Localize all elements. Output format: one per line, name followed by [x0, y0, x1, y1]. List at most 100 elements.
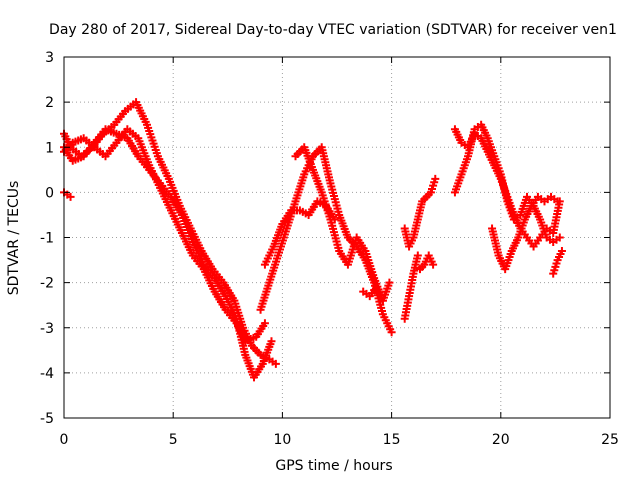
data-point [210, 287, 219, 296]
data-point-fill [157, 186, 166, 195]
data-point-fill [307, 162, 316, 171]
data-point-fill [222, 283, 231, 292]
data-point-fill [128, 141, 137, 150]
data-point [177, 210, 186, 219]
data-point-fill [484, 137, 493, 146]
data-point-fill [452, 127, 461, 136]
data-point-fill [155, 155, 164, 164]
data-point-fill [381, 316, 390, 325]
data-point-fill [336, 213, 345, 222]
data-point [241, 350, 250, 359]
data-point-fill [545, 235, 554, 244]
data-point-fill [337, 216, 346, 225]
data-point-fill [129, 144, 138, 153]
data-point-fill [513, 213, 522, 222]
data-point-fill [175, 223, 184, 232]
data-point-fill [156, 157, 165, 166]
data-point-fill [454, 133, 463, 142]
data-point-fill [164, 200, 173, 209]
data-point-fill [362, 289, 371, 298]
data-point-fill [158, 189, 167, 198]
data-point-fill [150, 172, 159, 181]
data-point-fill [123, 104, 132, 113]
data-point [365, 292, 374, 301]
data-point-fill [263, 254, 272, 263]
data-point-fill [298, 207, 307, 216]
data-point-fill [407, 236, 416, 245]
data-point-fill [270, 239, 279, 248]
data-point [167, 206, 176, 215]
data-point-fill [418, 262, 427, 271]
data-point [90, 143, 99, 152]
data-point [509, 210, 518, 219]
data-point [256, 350, 265, 359]
data-point-fill [233, 322, 242, 331]
data-point-fill [303, 151, 312, 160]
data-point-fill [555, 253, 564, 262]
data-point-fill [271, 236, 280, 245]
data-point-fill [154, 181, 163, 190]
data-point-fill [220, 289, 229, 298]
data-point-fill [194, 241, 203, 250]
data-point-fill [342, 230, 351, 239]
data-point [199, 260, 208, 269]
data-point-fill [195, 259, 204, 268]
data-point-fill [66, 154, 75, 163]
data-point-fill [304, 154, 313, 163]
data-point-fill [525, 236, 534, 245]
data-point-fill [186, 245, 195, 254]
data-point [335, 210, 344, 219]
data-point-fill [138, 112, 147, 121]
data-point-fill [153, 178, 162, 187]
data-point-fill [191, 243, 200, 252]
data-point-fill [228, 306, 237, 315]
data-point-fill [61, 132, 70, 141]
data-point [210, 274, 219, 283]
data-point [457, 138, 466, 147]
data-point-fill [456, 136, 465, 145]
data-point-fill [485, 140, 494, 149]
data-point-fill [228, 313, 237, 322]
data-point-fill [541, 230, 550, 239]
data-point-fill [517, 207, 526, 216]
data-point [308, 152, 317, 161]
data-point-fill [507, 204, 516, 213]
data-point-fill [116, 133, 125, 142]
data-point-fill [384, 322, 393, 331]
data-point [123, 134, 132, 143]
data-point-fill [206, 279, 215, 288]
data-point-fill [517, 224, 526, 233]
data-point-fill [136, 106, 145, 115]
data-point-fill [538, 221, 547, 230]
data-point-fill [303, 164, 312, 173]
series-layer [60, 98, 566, 382]
data-point-fill [140, 149, 149, 158]
data-point-fill [228, 294, 237, 303]
data-point [503, 197, 512, 206]
data-point-fill [537, 218, 546, 227]
data-point-fill [183, 240, 192, 249]
data-point-fill [196, 244, 205, 253]
data-point-fill [71, 137, 80, 146]
y-tick-label: 0 [45, 185, 54, 201]
data-point [418, 197, 427, 206]
data-point-fill [152, 149, 161, 158]
data-point-fill [306, 208, 315, 217]
data-point-fill [460, 140, 469, 149]
data-point-fill [87, 140, 96, 149]
data-point [523, 192, 532, 201]
data-point-fill [266, 340, 275, 349]
data-point-fill [179, 231, 188, 240]
data-point-fill [187, 235, 196, 244]
data-point-fill [527, 239, 536, 248]
data-point-fill [552, 259, 561, 268]
data-point-fill [304, 161, 313, 170]
data-point [247, 341, 256, 350]
series-2 [60, 125, 276, 382]
data-point-fill [369, 275, 378, 284]
data-point-fill [540, 227, 549, 236]
data-point-fill [338, 219, 347, 228]
data-point-fill [293, 150, 302, 159]
data-point-fill [213, 292, 222, 301]
data-point-fill [240, 326, 249, 335]
